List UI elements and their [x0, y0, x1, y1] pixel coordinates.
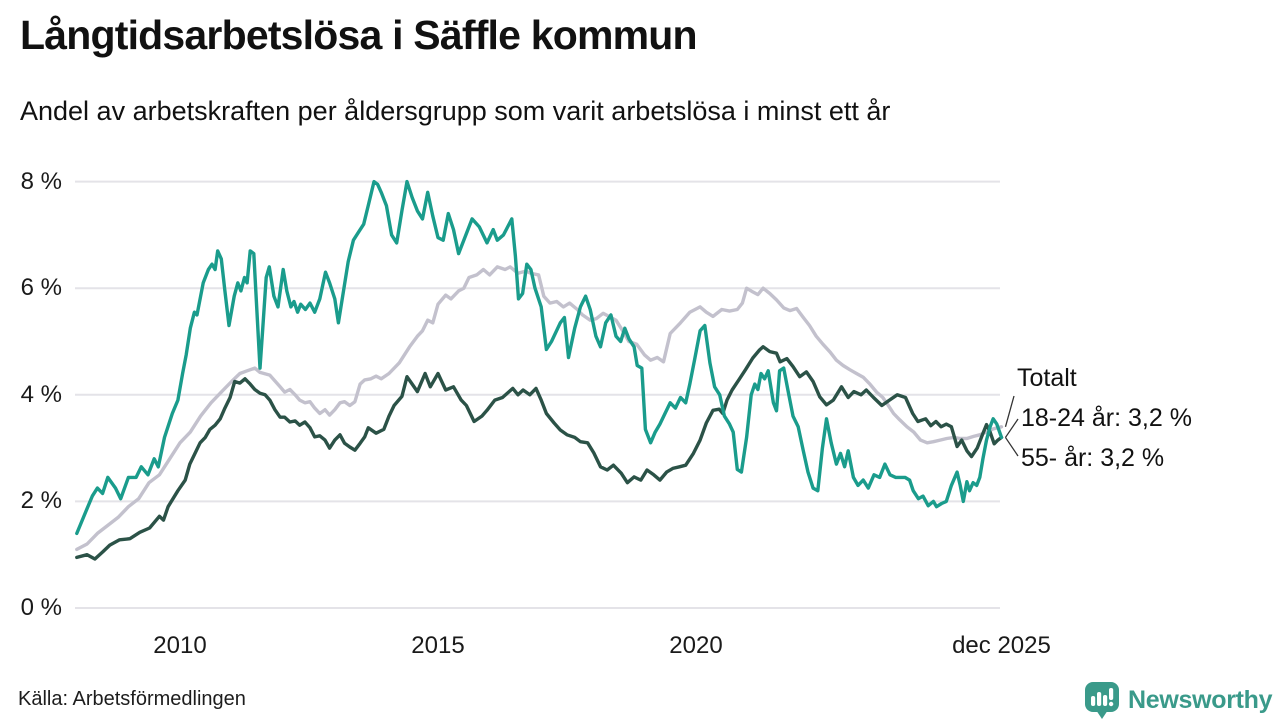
series-label-youth: 18-24 år: 3,2 %: [1021, 404, 1192, 432]
x-tick-label: dec 2025: [952, 632, 1051, 659]
y-tick-label: 0 %: [20, 594, 62, 621]
brand-wordmark: Newsworthy: [1128, 685, 1273, 714]
y-tick-label: 6 %: [20, 274, 62, 302]
y-tick-label: 8 %: [20, 167, 62, 195]
annotation-connector-youth: [1004, 418, 1019, 438]
newsworthy-logo: Newsworthy: [1083, 680, 1273, 720]
annotation-connector-total: [1004, 395, 1015, 427]
annotation-connector-senior: [1004, 437, 1019, 457]
y-tick-label: 2 %: [20, 487, 62, 515]
chart-subtitle: Andel av arbetskraften per åldersgrupp s…: [20, 96, 891, 126]
x-tick-label: 2015: [411, 632, 465, 659]
series-line-youth: [75, 179, 1004, 536]
series-line-senior: [75, 345, 1004, 561]
x-tick-label: 2010: [153, 632, 207, 659]
series-line-total: [75, 265, 1004, 552]
x-tick-label: 2020: [669, 632, 723, 659]
series-label-senior: 55- år: 3,2 %: [1021, 444, 1165, 472]
bar-chart-speech-bubble-icon: [1085, 682, 1119, 719]
y-tick-label: 4 %: [20, 380, 62, 408]
source-note: Källa: Arbetsförmedlingen: [18, 688, 246, 710]
page-title: Långtidsarbetslösa i Säffle kommun: [20, 12, 698, 58]
series-label-total: Totalt: [1017, 364, 1077, 392]
